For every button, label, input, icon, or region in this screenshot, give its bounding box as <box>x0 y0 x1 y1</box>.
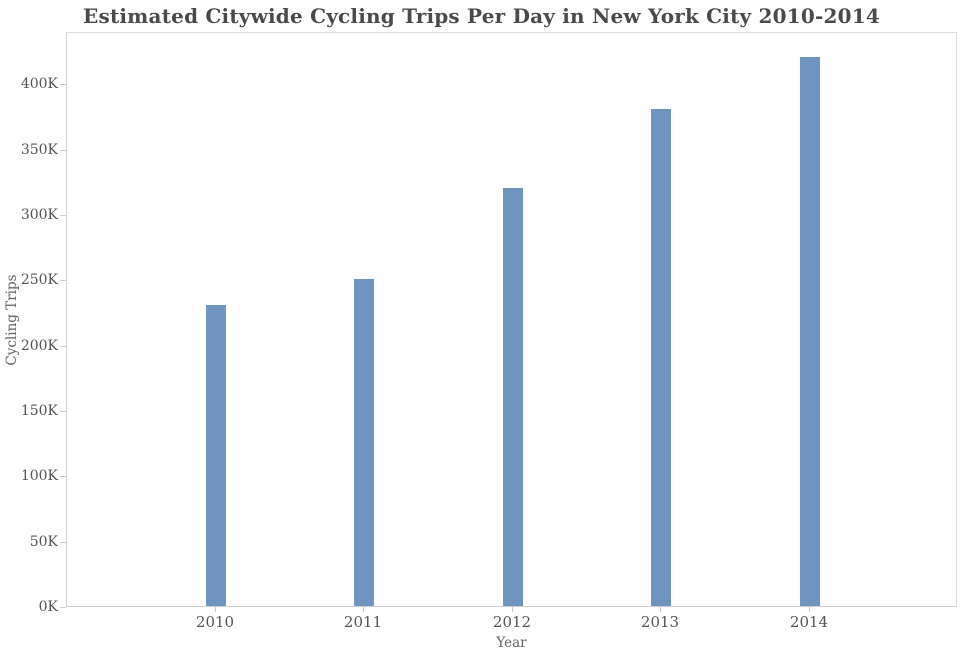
y-tick-mark <box>60 150 66 151</box>
x-tick-label-2013: 2013 <box>640 613 680 631</box>
y-tick-mark <box>60 346 66 347</box>
bar-2010[interactable] <box>206 305 226 606</box>
chart-title: Estimated Citywide Cycling Trips Per Day… <box>83 4 880 28</box>
x-tick-label-2012: 2012 <box>492 613 532 631</box>
y-tick-label-400K: 400K <box>20 76 58 92</box>
x-axis-title: Year <box>496 635 527 651</box>
x-tick-mark <box>809 607 810 612</box>
y-tick-label-50K: 50K <box>29 534 58 550</box>
x-tick-label-2014: 2014 <box>789 613 829 631</box>
y-tick-label-200K: 200K <box>20 338 58 354</box>
bar-2013[interactable] <box>651 109 671 606</box>
y-tick-mark <box>60 84 66 85</box>
plot-area <box>66 32 957 607</box>
x-tick-label-2011: 2011 <box>343 613 383 631</box>
y-tick-mark <box>60 607 66 608</box>
y-tick-label-0K: 0K <box>38 599 58 615</box>
bar-2014[interactable] <box>800 57 820 606</box>
x-tick-mark <box>512 607 513 612</box>
y-tick-mark <box>60 542 66 543</box>
x-tick-mark <box>363 607 364 612</box>
x-tick-mark <box>660 607 661 612</box>
y-tick-label-300K: 300K <box>20 207 58 223</box>
y-tick-mark <box>60 411 66 412</box>
x-tick-mark <box>215 607 216 612</box>
y-tick-label-350K: 350K <box>20 142 58 158</box>
y-axis-title: Cycling Trips <box>4 273 20 366</box>
y-tick-label-250K: 250K <box>20 272 58 288</box>
y-tick-mark <box>60 280 66 281</box>
y-axis-title-wrap: Cycling Trips <box>0 32 24 607</box>
y-tick-mark <box>60 476 66 477</box>
bar-2012[interactable] <box>503 188 523 606</box>
y-tick-label-100K: 100K <box>20 468 58 484</box>
y-tick-mark <box>60 215 66 216</box>
bar-2011[interactable] <box>354 279 374 606</box>
x-tick-label-2010: 2010 <box>195 613 235 631</box>
y-tick-label-150K: 150K <box>20 403 58 419</box>
